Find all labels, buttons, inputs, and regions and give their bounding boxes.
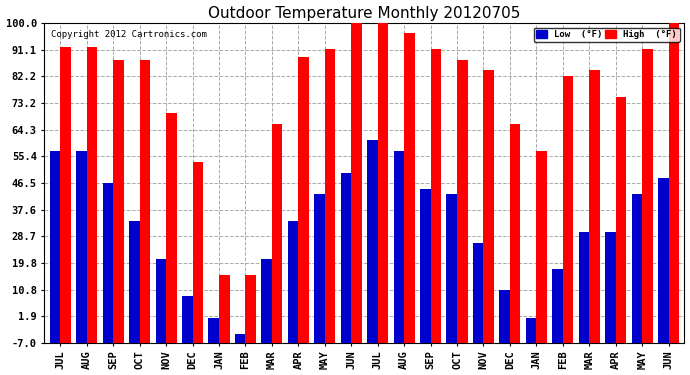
Bar — [272, 124, 282, 343]
Bar — [314, 194, 325, 343]
Bar — [420, 189, 431, 343]
Bar — [367, 140, 377, 343]
Bar — [658, 178, 669, 343]
Bar — [341, 172, 351, 343]
Bar — [50, 151, 60, 343]
Bar — [484, 70, 494, 343]
Bar — [552, 270, 563, 343]
Bar — [526, 318, 536, 343]
Bar — [246, 275, 256, 343]
Bar — [113, 60, 124, 343]
Bar — [351, 22, 362, 343]
Bar — [500, 290, 510, 343]
Bar — [193, 162, 203, 343]
Bar — [669, 22, 679, 343]
Bar — [563, 76, 573, 343]
Bar — [431, 49, 441, 343]
Bar — [288, 221, 298, 343]
Bar — [166, 113, 177, 343]
Bar — [457, 60, 468, 343]
Bar — [155, 259, 166, 343]
Bar — [325, 49, 335, 343]
Bar — [87, 47, 97, 343]
Bar — [473, 243, 484, 343]
Bar — [536, 151, 547, 343]
Text: Copyright 2012 Cartronics.com: Copyright 2012 Cartronics.com — [51, 30, 207, 39]
Bar — [615, 97, 627, 343]
Bar — [605, 232, 615, 343]
Legend: Low  (°F), High  (°F): Low (°F), High (°F) — [533, 28, 680, 42]
Bar — [631, 194, 642, 343]
Bar — [393, 151, 404, 343]
Title: Outdoor Temperature Monthly 20120705: Outdoor Temperature Monthly 20120705 — [208, 6, 521, 21]
Bar — [139, 60, 150, 343]
Bar — [208, 318, 219, 343]
Bar — [510, 124, 520, 343]
Bar — [642, 49, 653, 343]
Bar — [298, 57, 309, 343]
Bar — [404, 33, 415, 343]
Bar — [262, 259, 272, 343]
Bar — [579, 232, 589, 343]
Bar — [446, 194, 457, 343]
Bar — [219, 275, 230, 343]
Bar — [76, 151, 87, 343]
Bar — [60, 47, 71, 343]
Bar — [129, 221, 139, 343]
Bar — [235, 334, 246, 343]
Bar — [377, 14, 388, 343]
Bar — [182, 296, 193, 343]
Bar — [589, 70, 600, 343]
Bar — [103, 183, 113, 343]
